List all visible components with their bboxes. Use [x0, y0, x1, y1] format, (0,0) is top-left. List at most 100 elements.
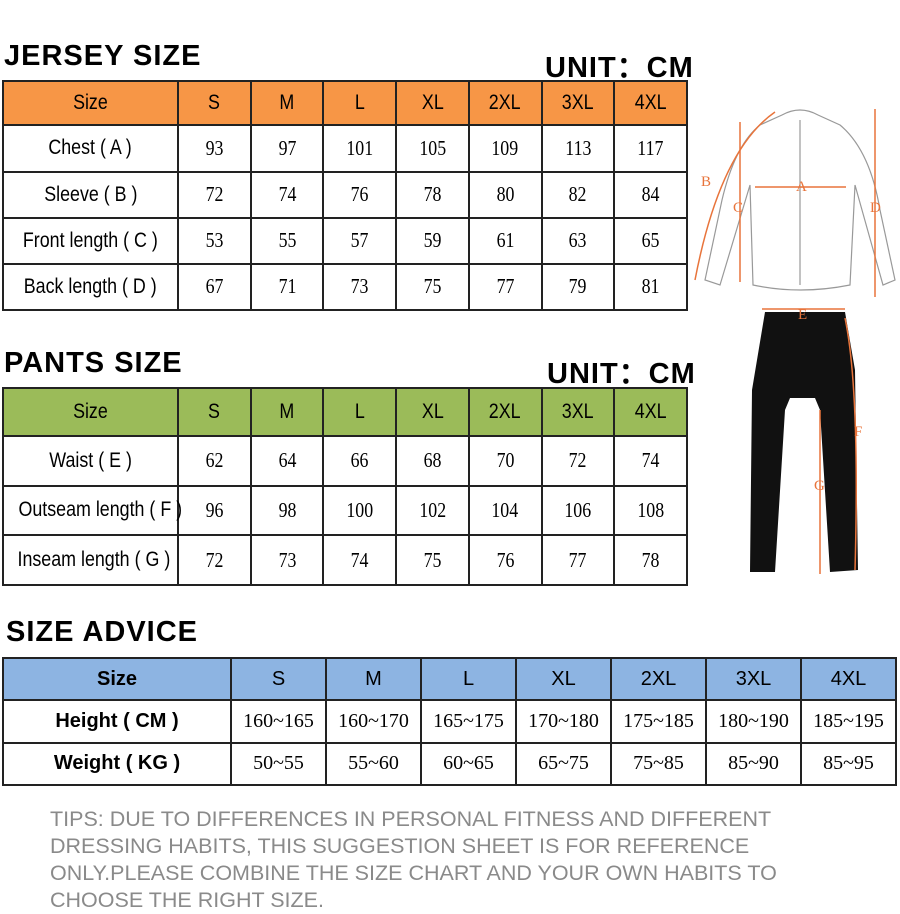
value-cell: 80: [467, 170, 543, 219]
value-cell: 63: [540, 216, 616, 265]
header-cell: 3XL: [540, 79, 616, 127]
value-cell: 76: [467, 534, 543, 586]
header-cell: 4XL: [800, 656, 897, 702]
value-cell: 185~195: [800, 699, 897, 744]
value-cell: 72: [177, 170, 252, 219]
row-label: Outseam length ( F ): [2, 484, 182, 537]
row-label: Waist ( E ): [2, 434, 179, 487]
garment-diagram: A B C D E F G: [694, 109, 896, 574]
header-cell: Size: [2, 656, 232, 702]
table-row: Front length ( C ) 53 55 57 59 61 63 65: [2, 216, 688, 265]
value-cell: 101: [322, 124, 398, 173]
value-cell: 62: [177, 434, 252, 487]
value-cell: 77: [540, 534, 616, 586]
header-cell: M: [249, 79, 325, 127]
label-e: E: [798, 307, 807, 323]
advice-title: SIZE ADVICE: [6, 616, 199, 648]
label-g: G: [814, 478, 825, 494]
header-cell: 2XL: [467, 387, 543, 437]
header-cell: L: [420, 656, 517, 702]
table-row: Back length ( D ) 67 71 73 75 77 79 81: [2, 262, 688, 312]
label-a: A: [796, 179, 807, 195]
header-cell: S: [177, 387, 252, 437]
value-cell: 55~60: [325, 741, 422, 787]
value-cell: 97: [249, 124, 325, 173]
measurement-lines: [694, 109, 876, 574]
value-cell: 74: [322, 534, 398, 586]
value-cell: 104: [467, 484, 543, 537]
row-label: Back length ( D ): [2, 262, 179, 312]
value-cell: 74: [249, 170, 325, 219]
value-cell: 108: [613, 484, 688, 537]
value-cell: 117: [613, 124, 688, 173]
header-cell: 4XL: [613, 79, 688, 127]
label-b: B: [701, 174, 711, 190]
value-cell: 96: [177, 484, 252, 537]
table-row: Waist ( E ) 62 64 66 68 70 72 74: [2, 434, 688, 487]
value-cell: 160~165: [230, 699, 327, 744]
header-cell: XL: [395, 79, 470, 127]
label-d: D: [870, 200, 881, 216]
value-cell: 50~55: [230, 741, 327, 787]
pants-title: PANTS SIZE: [4, 347, 183, 379]
table-row: Height ( CM ) 160~165 160~170 165~175 170~18…: [2, 699, 897, 744]
value-cell: 65: [613, 216, 688, 265]
value-cell: 71: [249, 262, 325, 312]
pants-illustration: [750, 312, 858, 572]
table-row: Outseam length ( F ) 96 98 100 102 104 106 108: [2, 484, 688, 537]
value-cell: 105: [395, 124, 470, 173]
table-row: Chest ( A ) 93 97 101 105 109 113 117: [2, 124, 688, 173]
row-label: Weight ( KG ): [2, 741, 232, 787]
value-cell: 85~90: [705, 741, 802, 787]
value-cell: 59: [395, 216, 470, 265]
table-row: Inseam length ( G ) 72 73 74 75 76 77 78: [2, 534, 688, 586]
value-cell: 85~95: [800, 741, 897, 787]
value-cell: 100: [322, 484, 398, 537]
value-cell: 73: [322, 262, 398, 312]
header-cell: 4XL: [613, 387, 688, 437]
header-cell: M: [325, 656, 422, 702]
header-cell: Size: [2, 79, 179, 127]
row-label: Sleeve ( B ): [2, 170, 179, 219]
value-cell: 60~65: [420, 741, 517, 787]
row-label: Front length ( C ): [2, 216, 179, 265]
header-cell: Size: [2, 387, 179, 437]
value-cell: 84: [613, 170, 688, 219]
value-cell: 64: [249, 434, 325, 487]
value-cell: 72: [177, 534, 252, 586]
tips-text: TIPS: DUE TO DIFFERENCES IN PERSONAL FIT…: [50, 807, 777, 912]
header-cell: 3XL: [705, 656, 802, 702]
value-cell: 74: [613, 434, 688, 487]
pants-unit: UNIT：CM: [547, 358, 696, 390]
row-label: Height ( CM ): [2, 699, 232, 744]
value-cell: 68: [395, 434, 470, 487]
value-cell: 55: [249, 216, 325, 265]
label-f: F: [854, 424, 862, 440]
row-label: Inseam length ( G ): [2, 534, 179, 586]
value-cell: 78: [613, 534, 688, 586]
value-cell: 75: [395, 262, 470, 312]
value-cell: 76: [322, 170, 398, 219]
value-cell: 61: [467, 216, 543, 265]
value-cell: 78: [395, 170, 470, 219]
value-cell: 67: [177, 262, 252, 312]
value-cell: 82: [540, 170, 616, 219]
value-cell: 66: [322, 434, 398, 487]
table-row: Sleeve ( B ) 72 74 76 78 80 82 84: [2, 170, 688, 219]
value-cell: 72: [540, 434, 616, 487]
value-cell: 77: [467, 262, 543, 312]
value-cell: 53: [177, 216, 252, 265]
jersey-size-table: Size S M L XL 2XL 3XL 4XL Chest ( A ) 93 97 101 105 1…: [2, 79, 688, 312]
header-cell: XL: [395, 387, 470, 437]
header-cell: XL: [515, 656, 612, 702]
header-cell: M: [249, 387, 325, 437]
jersey-illustration: [704, 109, 896, 291]
value-cell: 75~85: [610, 741, 707, 787]
row-label: Chest ( A ): [2, 124, 179, 173]
value-cell: 175~185: [610, 699, 707, 744]
value-cell: 98: [249, 484, 325, 537]
header-cell: 2XL: [610, 656, 707, 702]
pants-size-table: Size S M L XL 2XL 3XL 4XL Waist ( E ) 62 64 66 68 70 7…: [2, 387, 688, 586]
value-cell: 65~75: [515, 741, 612, 787]
value-cell: 102: [395, 484, 470, 537]
